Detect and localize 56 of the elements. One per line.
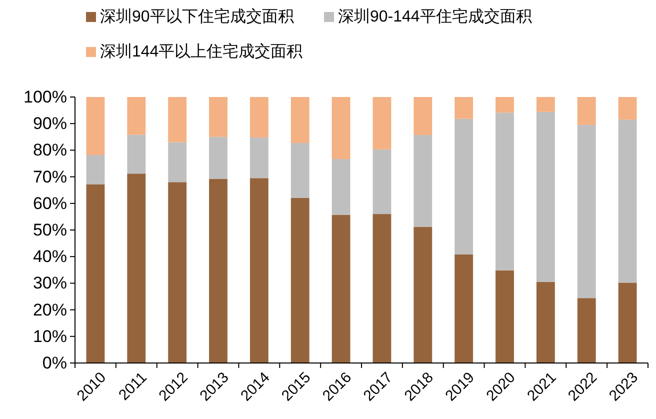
bar: [332, 214, 350, 363]
bar: [414, 135, 432, 227]
bar: [209, 97, 228, 137]
bar: [414, 226, 432, 363]
bar: [372, 149, 392, 214]
y-tick-label: 60%: [32, 194, 67, 213]
bar: [127, 134, 146, 174]
bar: [496, 112, 514, 270]
y-tick-label: 90%: [32, 114, 67, 134]
bar: [496, 97, 514, 113]
bar: [209, 136, 228, 179]
bar: [250, 178, 268, 363]
bar: [454, 254, 474, 363]
y-tick-label: 40%: [32, 247, 67, 266]
legend-label: 深圳90平以下住宅成交面积: [100, 8, 294, 26]
bar: [332, 97, 350, 159]
bar: [372, 214, 392, 363]
bar: [536, 112, 555, 282]
y-tick-label: 50%: [32, 220, 67, 240]
legend-label: 深圳90-144平住宅成交面积: [338, 8, 532, 26]
bar: [86, 97, 105, 155]
bar: [454, 118, 474, 254]
bar: [168, 97, 187, 142]
bar: [496, 270, 514, 363]
bar: [127, 174, 146, 363]
bar: [290, 143, 310, 198]
bar: [250, 97, 268, 138]
bar: [372, 97, 392, 150]
y-tick-label: 0%: [42, 354, 67, 372]
bar: [250, 137, 268, 178]
bar: [290, 97, 310, 144]
y-tick-label: 30%: [32, 274, 67, 293]
bar: [86, 154, 105, 184]
bar: [618, 97, 637, 120]
legend-label: 深圳144平以上住宅成交面积: [100, 42, 303, 60]
y-tick-label: 70%: [32, 167, 67, 186]
y-tick-label: 20%: [32, 300, 67, 320]
bar: [168, 142, 187, 182]
bar: [209, 178, 228, 363]
bar: [536, 97, 555, 112]
bar: [168, 182, 187, 363]
y-tick-label: 80%: [32, 140, 67, 160]
bar: [332, 158, 350, 215]
bar: [577, 97, 596, 125]
bar: [577, 124, 596, 298]
bar: [86, 184, 105, 363]
bar: [290, 198, 310, 363]
bar: [536, 282, 555, 363]
bar: [618, 282, 637, 363]
y-tick-label: 100%: [24, 88, 67, 106]
bar: [577, 298, 596, 363]
bar: [127, 97, 146, 135]
y-tick-label: 10%: [32, 326, 67, 346]
bar: [454, 97, 474, 119]
bar: [618, 120, 637, 283]
bar: [414, 97, 432, 136]
